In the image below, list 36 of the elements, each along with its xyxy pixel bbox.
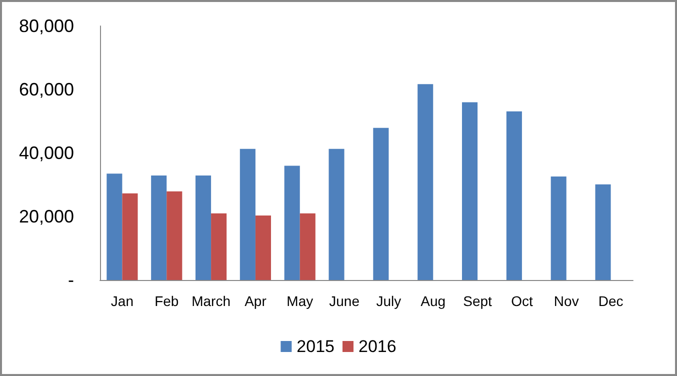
- y-tick-label: 80,000: [18, 16, 74, 36]
- x-tick-label: March: [192, 293, 230, 309]
- y-tick-label: 60,000: [18, 80, 74, 100]
- bar: [550, 176, 566, 280]
- bar: [255, 216, 272, 280]
- bar: [166, 191, 182, 280]
- bar: [195, 176, 212, 280]
- bar: [373, 128, 389, 280]
- bar: [300, 213, 316, 280]
- bar: [595, 184, 611, 280]
- x-tick-label: Sept: [463, 293, 492, 309]
- bar: [211, 213, 227, 280]
- x-tick-label: Feb: [154, 293, 179, 309]
- x-tick-label: Aug: [420, 293, 446, 309]
- y-tick-label: 40,000: [18, 143, 74, 163]
- x-tick-label: June: [329, 293, 360, 309]
- x-tick-label: Apr: [244, 293, 267, 309]
- bar: [462, 102, 478, 280]
- bar: [506, 111, 522, 280]
- bar: [122, 193, 138, 280]
- x-tick-label: Nov: [554, 293, 579, 309]
- bar: [151, 176, 167, 280]
- x-tick-label: May: [286, 293, 314, 309]
- y-tick-label: -: [68, 270, 74, 290]
- bar: [284, 166, 300, 280]
- bar: [106, 174, 122, 280]
- x-tick-label: Oct: [511, 293, 533, 309]
- x-tick-label: Dec: [598, 293, 624, 309]
- bar: [240, 148, 256, 280]
- legend-label: 2015: [296, 337, 335, 356]
- x-tick-label: Jan: [110, 293, 134, 309]
- legend-label: 2016: [358, 337, 396, 356]
- bar: [328, 148, 344, 280]
- bar: [418, 84, 434, 280]
- y-tick-label: 20,000: [18, 206, 74, 226]
- x-tick-label: July: [376, 293, 402, 309]
